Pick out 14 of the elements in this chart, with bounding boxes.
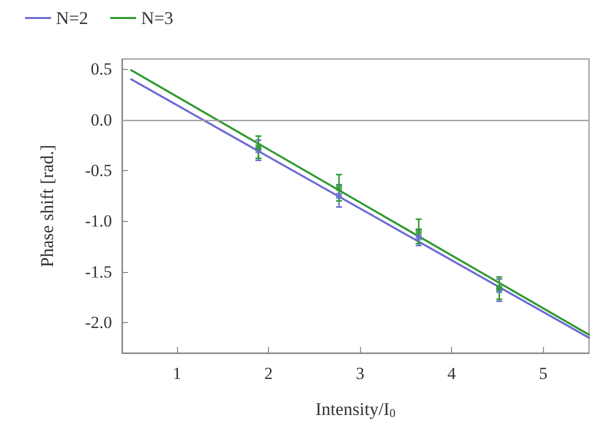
x-tick-label: 4 (447, 364, 456, 383)
y-tick-label: 0.5 (90, 60, 112, 79)
x-tick-label: 2 (264, 364, 273, 383)
y-tick-label: -1.0 (85, 212, 112, 231)
legend-label: N=2 (56, 8, 88, 28)
y-tick-label: -1.5 (85, 262, 112, 282)
y-axis-title: Phase shift [rad.] (37, 144, 57, 268)
x-tick-label: 5 (538, 364, 548, 383)
y-tick-label: 0.0 (90, 110, 112, 130)
legend-label: N=3 (141, 8, 174, 28)
x-tick-label: 3 (356, 364, 364, 383)
y-tick-label: -2.0 (85, 313, 112, 332)
y-tick-label: -0.5 (85, 161, 112, 180)
x-tick-label: 1 (172, 364, 182, 383)
